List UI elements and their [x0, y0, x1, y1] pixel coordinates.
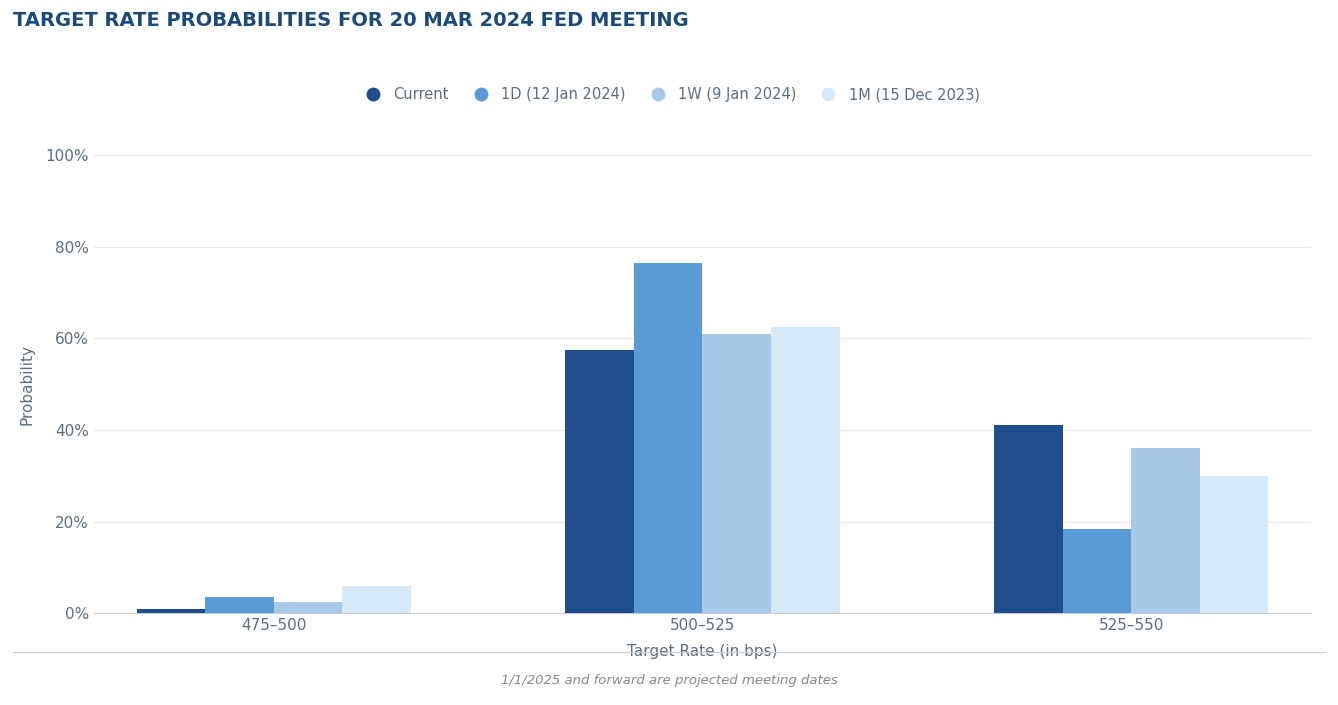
- Bar: [1062, 529, 1131, 613]
- Bar: [634, 263, 702, 613]
- Bar: [205, 597, 274, 613]
- Bar: [1131, 448, 1200, 613]
- Bar: [565, 350, 634, 613]
- Bar: [702, 333, 771, 613]
- Bar: [274, 602, 343, 613]
- Bar: [136, 608, 205, 613]
- X-axis label: Target Rate (in bps): Target Rate (in bps): [628, 644, 777, 659]
- Y-axis label: Probability: Probability: [19, 344, 35, 424]
- Bar: [343, 586, 411, 613]
- Bar: [994, 425, 1062, 613]
- Text: 1/1/2025 and forward are projected meeting dates: 1/1/2025 and forward are projected meeti…: [500, 675, 838, 687]
- Bar: [771, 327, 840, 613]
- Legend: Current, 1D (12 Jan 2024), 1W (9 Jan 2024), 1M (15 Dec 2023): Current, 1D (12 Jan 2024), 1W (9 Jan 202…: [352, 81, 986, 108]
- Text: TARGET RATE PROBABILITIES FOR 20 MAR 2024 FED MEETING: TARGET RATE PROBABILITIES FOR 20 MAR 202…: [13, 11, 689, 30]
- Bar: [1200, 476, 1268, 613]
